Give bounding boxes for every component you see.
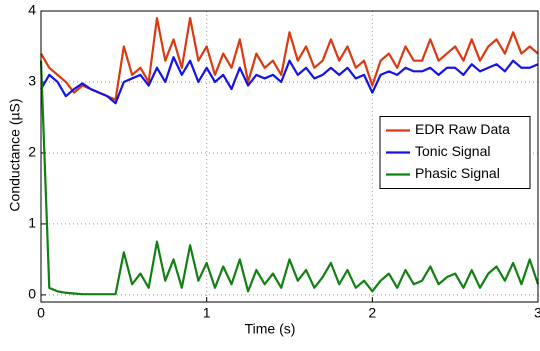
y-axis-label: Conductance (µS) [7,98,23,211]
y-tick-label: 3 [28,73,36,89]
legend-label: EDR Raw Data [415,121,510,137]
x-tick-label: 1 [203,305,211,321]
x-tick-label: 2 [368,305,376,321]
legend-label: Phasic Signal [415,165,500,181]
series-line [40,16,539,101]
series-line [39,60,540,296]
x-axis-label: Time (s) [245,321,296,337]
plot-frame [40,10,539,303]
legend-label: Tonic Signal [415,143,491,159]
y-tick-label: 4 [28,2,36,18]
series-line [40,56,539,105]
y-tick-label: 1 [28,215,36,231]
x-tick-label: 3 [534,305,540,321]
x-tick-label: 0 [37,305,45,321]
y-tick-label: 0 [28,286,36,302]
y-tick-label: 2 [28,144,36,160]
